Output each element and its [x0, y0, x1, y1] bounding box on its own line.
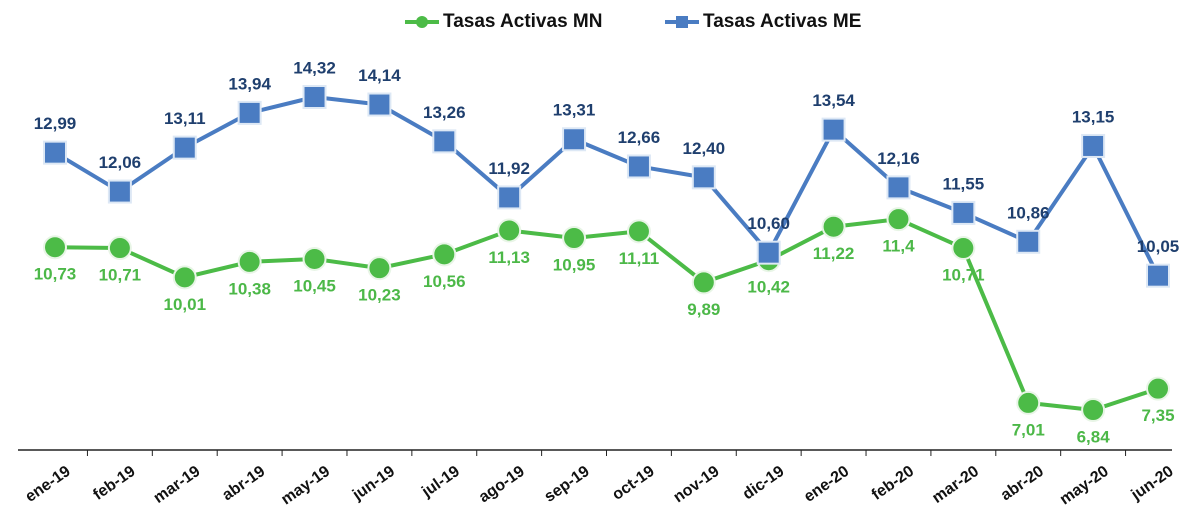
point — [626, 219, 651, 244]
value-label: 12,40 — [683, 139, 726, 158]
point — [951, 236, 976, 261]
point — [43, 140, 67, 165]
x-tick-label: mar-20 — [929, 463, 982, 507]
value-label: 11,13 — [488, 248, 530, 267]
x-tick-label: jun-20 — [1128, 463, 1177, 505]
value-label: 10,71 — [99, 266, 142, 285]
value-label: 12,16 — [877, 149, 920, 168]
point — [302, 246, 327, 271]
value-label: 10,73 — [34, 265, 77, 284]
value-label: 13,31 — [553, 101, 596, 120]
x-tick-label: dic-19 — [740, 463, 788, 504]
x-tick-label: feb-20 — [869, 463, 917, 504]
series-line — [54, 217, 1159, 412]
value-label: 10,86 — [1007, 203, 1050, 222]
x-tick-label: oct-19 — [609, 463, 657, 504]
legend-marker — [416, 16, 428, 28]
point — [497, 218, 522, 243]
value-label: 10,45 — [293, 276, 336, 295]
legend-label: Tasas Activas ME — [703, 11, 861, 32]
point — [107, 236, 132, 261]
point — [172, 265, 197, 290]
x-tick-label: feb-19 — [90, 463, 138, 504]
value-label: 13,11 — [164, 109, 206, 128]
x-tick-label: jun-19 — [349, 463, 398, 505]
point — [1146, 376, 1170, 401]
x-tick-label: ene-19 — [22, 463, 73, 506]
point — [367, 256, 392, 281]
point — [1146, 263, 1170, 288]
legend-label: Tasas Activas MN — [443, 11, 602, 32]
value-label: 7,35 — [1141, 406, 1174, 425]
point — [367, 92, 392, 117]
point — [497, 185, 522, 210]
x-tick-label: nov-19 — [671, 463, 723, 507]
value-label: 13,54 — [812, 91, 855, 110]
value-label: 9,89 — [687, 300, 720, 319]
x-tick-label: mar-19 — [151, 463, 204, 507]
legend-marker — [676, 16, 688, 28]
value-label: 13,26 — [423, 103, 466, 122]
value-label: 12,06 — [99, 153, 142, 172]
value-label: 13,94 — [228, 74, 271, 93]
value-label: 10,95 — [553, 256, 596, 275]
value-label: 10,38 — [228, 279, 271, 298]
point — [562, 226, 587, 251]
value-label: 7,01 — [1012, 420, 1045, 439]
point — [302, 85, 327, 109]
point — [756, 240, 781, 265]
point — [821, 117, 846, 142]
value-label: 10,01 — [163, 295, 206, 314]
point — [691, 270, 716, 295]
point — [951, 200, 976, 225]
point — [821, 214, 846, 239]
x-tick-label: sep-19 — [541, 463, 592, 506]
x-tick-label: abr-20 — [998, 463, 1047, 505]
series-line — [53, 95, 1160, 277]
point — [1016, 390, 1041, 415]
value-label: 10,42 — [747, 278, 790, 297]
point — [886, 175, 911, 200]
point — [562, 127, 587, 152]
value-label: 12,66 — [618, 128, 661, 147]
x-tick-label: abr-19 — [219, 463, 268, 505]
point — [886, 207, 911, 232]
point — [432, 242, 457, 267]
x-tick-label: jul-19 — [418, 463, 463, 502]
x-tick-label: may-20 — [1057, 463, 1112, 509]
point — [1081, 398, 1106, 422]
value-label: 13,15 — [1072, 107, 1115, 126]
point — [107, 179, 132, 204]
x-tick-label: may-19 — [278, 463, 333, 509]
x-tick-label: ene-20 — [801, 463, 852, 506]
value-label: 11,55 — [943, 174, 985, 193]
value-label: 14,32 — [293, 58, 336, 77]
point — [237, 249, 262, 274]
point — [432, 129, 457, 154]
value-label: 11,22 — [813, 244, 855, 263]
value-label: 12,99 — [34, 114, 77, 133]
point — [237, 100, 262, 125]
point — [1081, 133, 1106, 158]
value-label: 10,05 — [1137, 237, 1180, 256]
value-label: 10,71 — [942, 266, 985, 285]
value-label: 10,56 — [423, 272, 466, 291]
value-label: 11,4 — [882, 237, 915, 256]
point — [691, 165, 716, 190]
value-label: 10,60 — [747, 214, 790, 233]
value-label: 11,92 — [488, 159, 530, 178]
point — [626, 154, 651, 179]
point — [172, 135, 197, 160]
value-label: 11,11 — [619, 249, 660, 268]
point — [1016, 229, 1041, 254]
value-label: 14,14 — [358, 66, 401, 85]
value-label: 10,23 — [358, 286, 401, 305]
x-tick-label: ago-19 — [476, 463, 528, 507]
value-label: 6,84 — [1077, 427, 1111, 446]
point — [43, 235, 67, 260]
